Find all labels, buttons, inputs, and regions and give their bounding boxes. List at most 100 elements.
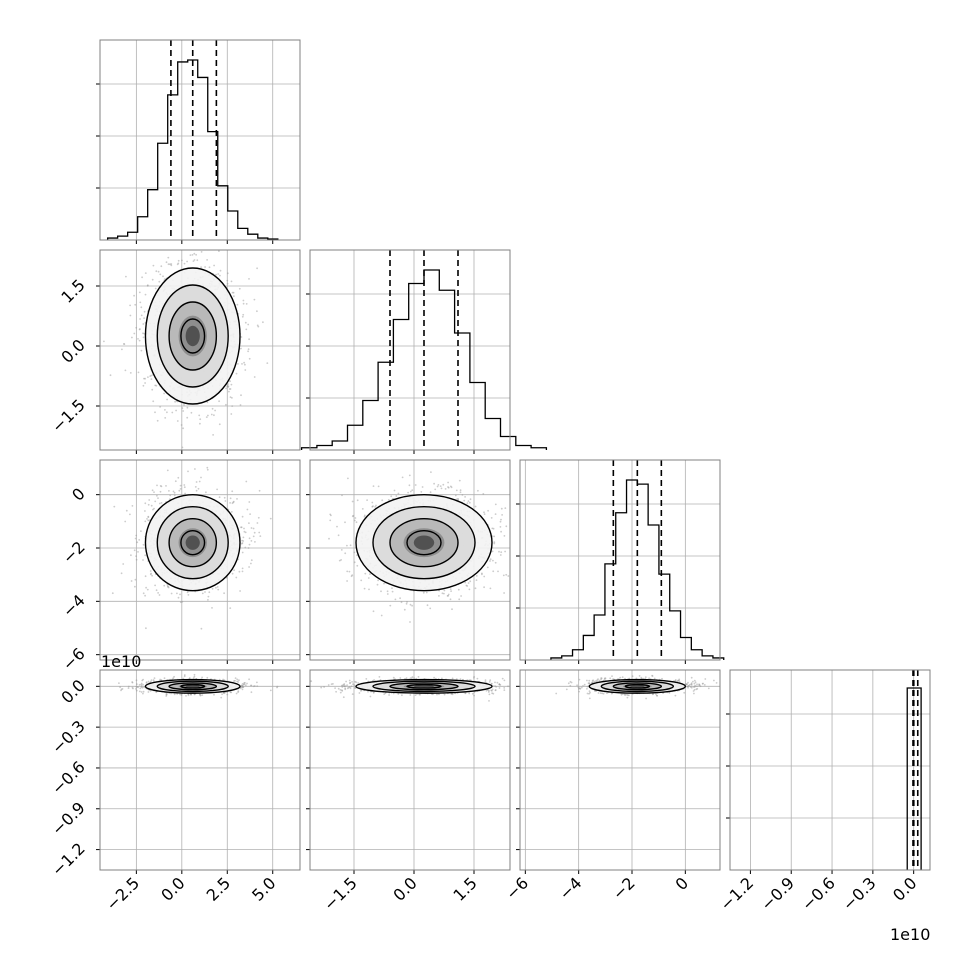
sample-point [447, 481, 449, 484]
sample-point [200, 476, 202, 479]
sample-point [103, 340, 105, 343]
sample-point [230, 280, 233, 283]
sample-point [134, 578, 137, 581]
sample-point [177, 596, 180, 599]
sample-point [154, 411, 156, 414]
sample-point [401, 476, 404, 479]
sample-point [201, 676, 204, 679]
sample-point [206, 259, 209, 261]
sample-point [414, 484, 417, 486]
sample-point [150, 374, 153, 377]
panel-frame [309, 249, 511, 451]
sample-point [176, 263, 179, 266]
sample-point [349, 544, 352, 547]
sample-point [239, 404, 242, 406]
sample-point [165, 261, 168, 264]
sample-point [240, 394, 242, 397]
sample-point [248, 566, 251, 568]
sample-point [481, 573, 483, 576]
sample-point [173, 491, 176, 494]
sample-point [450, 590, 452, 592]
sample-point [166, 469, 169, 472]
sample-point [142, 592, 145, 595]
sample-point [169, 494, 172, 497]
contour-line [180, 529, 206, 556]
sample-point [500, 507, 503, 510]
sample-point [113, 505, 116, 508]
sample-point [329, 519, 332, 522]
sample-point [449, 598, 452, 601]
sample-point [136, 541, 139, 544]
sample-point [458, 598, 461, 601]
sample-point [468, 588, 471, 591]
sample-point [369, 573, 371, 575]
sample-point [151, 388, 154, 391]
sample-point [151, 574, 154, 577]
sample-point [187, 694, 190, 697]
histogram-step [906, 687, 922, 870]
sample-point [140, 530, 142, 532]
sample-point [252, 535, 255, 538]
sample-point [502, 574, 505, 577]
sample-point [215, 273, 218, 276]
sample-point [497, 570, 499, 573]
sample-point [483, 586, 485, 589]
sample-point [206, 466, 209, 469]
sample-point [500, 518, 502, 521]
sample-point [395, 495, 398, 497]
panel-frame [99, 459, 301, 661]
sample-point [225, 403, 227, 406]
sample-point [367, 577, 370, 579]
sample-point [350, 575, 353, 578]
sample-point [361, 508, 364, 510]
sample-point [150, 504, 153, 507]
scatter-content [100, 246, 300, 450]
sample-point [229, 502, 232, 504]
sample-point [155, 589, 158, 592]
sample-point [405, 602, 408, 605]
sample-point [211, 587, 214, 590]
sample-point [183, 484, 186, 486]
histogram-panel-p2 [516, 459, 725, 664]
sample-point [429, 607, 432, 610]
sample-point [180, 424, 183, 426]
sample-point [207, 599, 209, 601]
sample-point [374, 506, 376, 508]
sample-point [141, 276, 144, 279]
sample-point [213, 414, 215, 417]
sample-point [204, 246, 206, 248]
sample-point [499, 554, 502, 556]
sample-point [158, 502, 161, 505]
sample-point [163, 392, 166, 395]
contour-line [156, 505, 229, 580]
sample-point [223, 592, 226, 595]
sample-point [138, 683, 141, 686]
sample-point [147, 519, 150, 522]
sample-point [487, 509, 489, 512]
sample-point [166, 398, 169, 401]
sample-point [490, 517, 493, 519]
sample-point [156, 494, 158, 497]
sample-point [174, 480, 177, 483]
scatter-panel-p0-p3 [96, 669, 301, 874]
sample-point [336, 525, 338, 528]
sample-point [140, 314, 143, 317]
sample-point [351, 500, 354, 503]
sample-point [134, 585, 136, 588]
sample-point [205, 416, 208, 418]
sample-point [111, 592, 114, 595]
sample-point [467, 500, 470, 503]
sample-point [185, 246, 187, 248]
sample-point [181, 446, 184, 449]
sample-point [186, 591, 189, 594]
sample-point [443, 589, 446, 592]
sample-point [440, 487, 443, 490]
sample-point [193, 259, 196, 261]
sample-point [127, 685, 130, 688]
sample-point [179, 488, 182, 490]
density-level [413, 535, 435, 550]
sample-point [213, 264, 216, 267]
sample-point [467, 582, 470, 584]
sample-point [163, 584, 166, 587]
sample-point [182, 427, 185, 430]
